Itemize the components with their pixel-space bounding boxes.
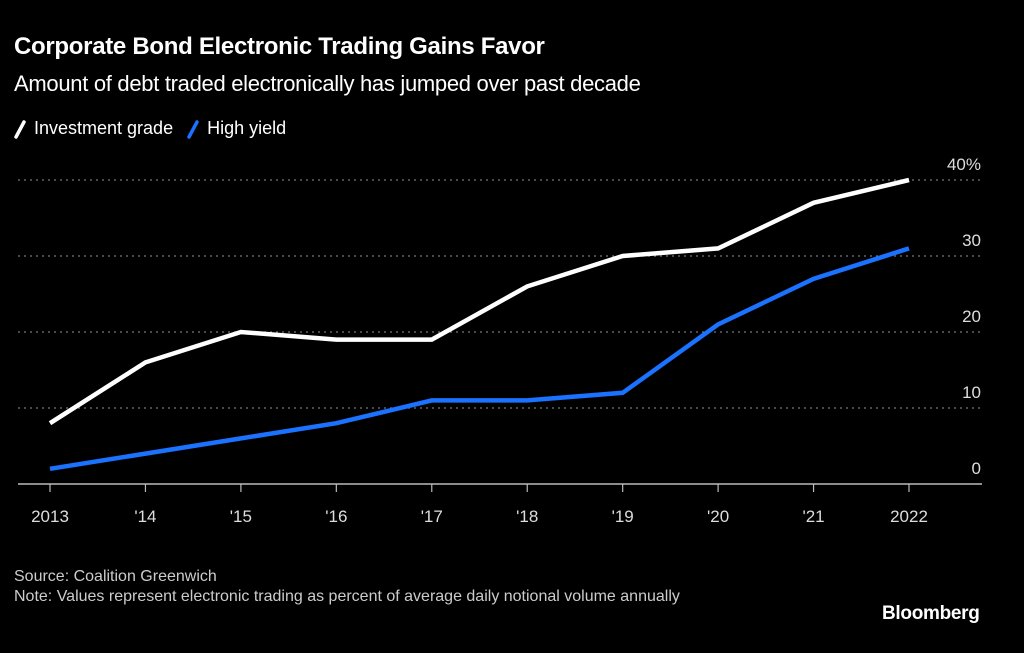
y-axis: 0 10 20 30 40% xyxy=(947,155,981,478)
x-tick-label: 2013 xyxy=(31,507,69,526)
x-tick-label: '14 xyxy=(134,507,156,526)
legend: Investment grade High yield xyxy=(14,118,300,139)
legend-swatch-investment-grade-icon xyxy=(14,119,26,139)
series-line-high-yield xyxy=(49,246,910,472)
x-tick-label: '20 xyxy=(707,507,729,526)
legend-label-investment-grade: Investment grade xyxy=(34,118,174,138)
x-tick-label: '16 xyxy=(325,507,347,526)
x-tick-label: '19 xyxy=(612,507,634,526)
bloomberg-logo: Bloomberg xyxy=(882,603,980,624)
footer: Source: Coalition Greenwich Note: Values… xyxy=(14,567,774,607)
legend-label-high-yield: High yield xyxy=(207,118,287,138)
chart-title: Corporate Bond Electronic Trading Gains … xyxy=(14,33,545,60)
x-axis: 2013 '14 '15 '16 '17 '18 '19 '20 '21 2022 xyxy=(18,483,982,526)
x-tick-label: '21 xyxy=(802,507,824,526)
source-note: Source: Coalition Greenwich xyxy=(14,568,217,585)
y-tick-label: 10 xyxy=(962,383,981,402)
legend-item-investment-grade: Investment grade xyxy=(14,118,173,139)
methodology-note: Note: Values represent electronic tradin… xyxy=(14,588,680,605)
x-tick-label: '17 xyxy=(421,507,443,526)
x-tick-label: '18 xyxy=(516,507,538,526)
gridlines xyxy=(18,179,982,409)
y-tick-label: 40% xyxy=(947,155,981,174)
y-tick-label: 0 xyxy=(972,459,981,478)
x-tick-label: 2022 xyxy=(890,507,928,526)
series-line-investment-grade xyxy=(48,177,910,426)
y-tick-label: 30 xyxy=(962,231,981,250)
x-tick-label: '15 xyxy=(230,507,252,526)
y-tick-label: 20 xyxy=(962,307,981,326)
series-lines xyxy=(48,177,910,472)
chart-subtitle: Amount of debt traded electronically has… xyxy=(14,71,641,96)
legend-item-high-yield: High yield xyxy=(187,118,286,139)
legend-swatch-high-yield-icon xyxy=(187,119,199,139)
